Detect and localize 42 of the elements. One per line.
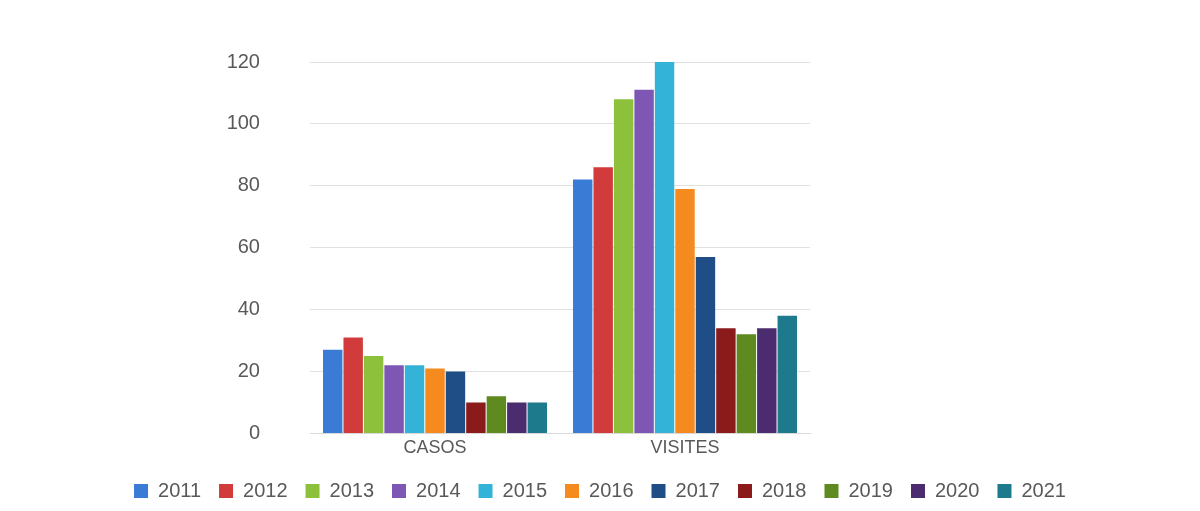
bar <box>486 396 507 433</box>
bar <box>695 256 716 433</box>
legend-label: 2019 <box>848 478 893 501</box>
bar <box>716 328 736 433</box>
legend-label: 2020 <box>934 478 980 501</box>
legend-label: 2015 <box>502 478 548 501</box>
legend-label: 2017 <box>675 478 720 501</box>
bar <box>654 62 675 433</box>
bar <box>425 368 445 433</box>
bar <box>613 99 634 433</box>
legend-label: 2012 <box>243 478 288 501</box>
bar <box>343 337 363 433</box>
legend-label: 2021 <box>1021 478 1066 501</box>
bar <box>507 402 527 433</box>
y-tick-label: 40 <box>237 297 260 320</box>
legend-label: 2016 <box>589 478 634 501</box>
y-tick-label: 0 <box>248 420 260 443</box>
bar <box>573 179 593 433</box>
y-tick-label: 100 <box>226 111 260 134</box>
bar <box>757 328 777 433</box>
x-tick-label: CASOS <box>403 437 467 458</box>
legend-label: 2014 <box>416 478 461 501</box>
bar <box>466 402 486 433</box>
legend-label: 2013 <box>329 478 375 501</box>
bar <box>363 356 384 433</box>
legend-label: 2018 <box>762 478 807 501</box>
bar <box>593 167 613 433</box>
bar <box>777 315 797 433</box>
y-tick-label: 120 <box>226 49 260 72</box>
bar <box>634 89 654 433</box>
bar <box>384 365 404 433</box>
bar <box>445 371 466 433</box>
y-tick-label: 20 <box>237 359 260 382</box>
y-tick-label: 80 <box>237 173 260 196</box>
legend-label: 2011 <box>158 478 202 501</box>
y-tick-label: 60 <box>237 235 260 258</box>
bar <box>675 188 695 433</box>
bar <box>527 402 547 433</box>
bar <box>736 334 757 433</box>
x-tick-label: VISITES <box>650 437 720 458</box>
bar <box>404 365 425 433</box>
bar <box>323 349 343 433</box>
